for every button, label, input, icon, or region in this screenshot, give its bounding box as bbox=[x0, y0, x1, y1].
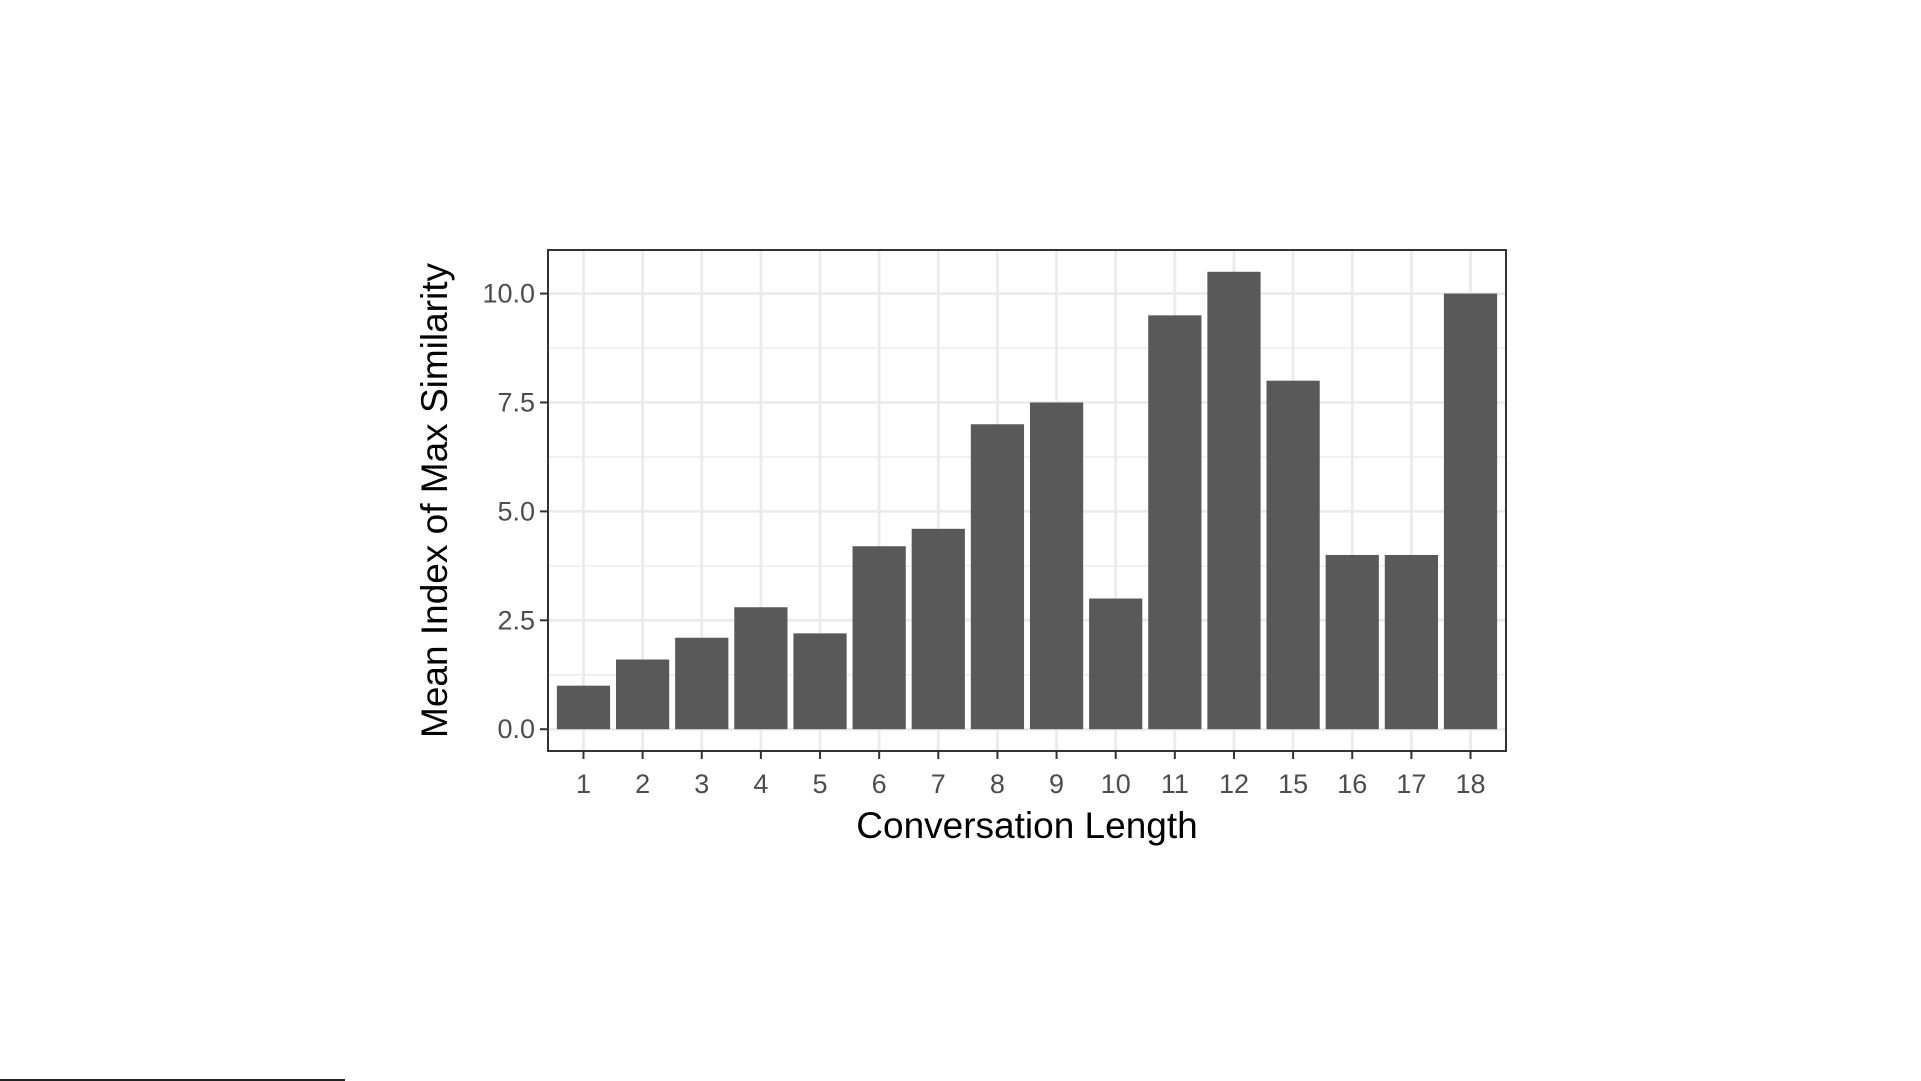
axes: 0.02.55.07.510.01 2 3 4 5 6 7 8 9 10 11 12 15 16 17 18 bbox=[482, 279, 1485, 799]
x-tick-label: 12 bbox=[1219, 769, 1249, 799]
x-tick-label: 4 bbox=[753, 769, 768, 799]
bar-11 bbox=[1148, 315, 1202, 730]
x-tick-label: 16 bbox=[1337, 769, 1367, 799]
bar-15 bbox=[1266, 380, 1320, 730]
y-axis-title: Mean Index of Max Similarity bbox=[414, 263, 455, 739]
y-tick-label: 7.5 bbox=[497, 387, 535, 417]
x-axis-title: Conversation Length bbox=[856, 805, 1197, 846]
x-tick-label: 9 bbox=[1049, 769, 1064, 799]
footer-rule bbox=[0, 1079, 345, 1081]
x-tick-label: 3 bbox=[694, 769, 709, 799]
y-tick-label: 2.5 bbox=[497, 605, 535, 635]
bar-16 bbox=[1325, 554, 1379, 730]
bar-2 bbox=[616, 659, 670, 730]
bar-18 bbox=[1443, 293, 1498, 730]
bar-9 bbox=[1029, 402, 1084, 730]
x-tick-label: 6 bbox=[872, 769, 887, 799]
bar-7 bbox=[911, 528, 965, 730]
bar-6 bbox=[852, 546, 906, 730]
x-tick-label: 10 bbox=[1101, 769, 1131, 799]
x-tick-label: 8 bbox=[990, 769, 1005, 799]
panel-border bbox=[547, 249, 1507, 752]
bar-3 bbox=[675, 637, 729, 730]
bar-10 bbox=[1089, 598, 1143, 730]
x-tick-label: 11 bbox=[1161, 769, 1189, 799]
x-tick-label: 7 bbox=[931, 769, 946, 799]
x-tick-label: 2 bbox=[635, 769, 650, 799]
x-tick-label: 15 bbox=[1278, 769, 1308, 799]
y-tick-label: 5.0 bbox=[497, 496, 535, 526]
bar-1 bbox=[556, 685, 611, 730]
x-tick-label: 18 bbox=[1455, 769, 1485, 799]
x-tick-label: 1 bbox=[576, 769, 591, 799]
bars bbox=[556, 271, 1498, 730]
x-tick-label: 5 bbox=[813, 769, 828, 799]
bar-17 bbox=[1384, 554, 1438, 730]
y-tick-label: 0.0 bbox=[497, 714, 535, 744]
bar-12 bbox=[1207, 271, 1261, 730]
y-tick-label: 10.0 bbox=[482, 279, 535, 309]
bar-4 bbox=[734, 607, 788, 730]
x-tick-label: 17 bbox=[1396, 769, 1426, 799]
bar-5 bbox=[793, 633, 847, 730]
bar-8 bbox=[970, 424, 1025, 730]
